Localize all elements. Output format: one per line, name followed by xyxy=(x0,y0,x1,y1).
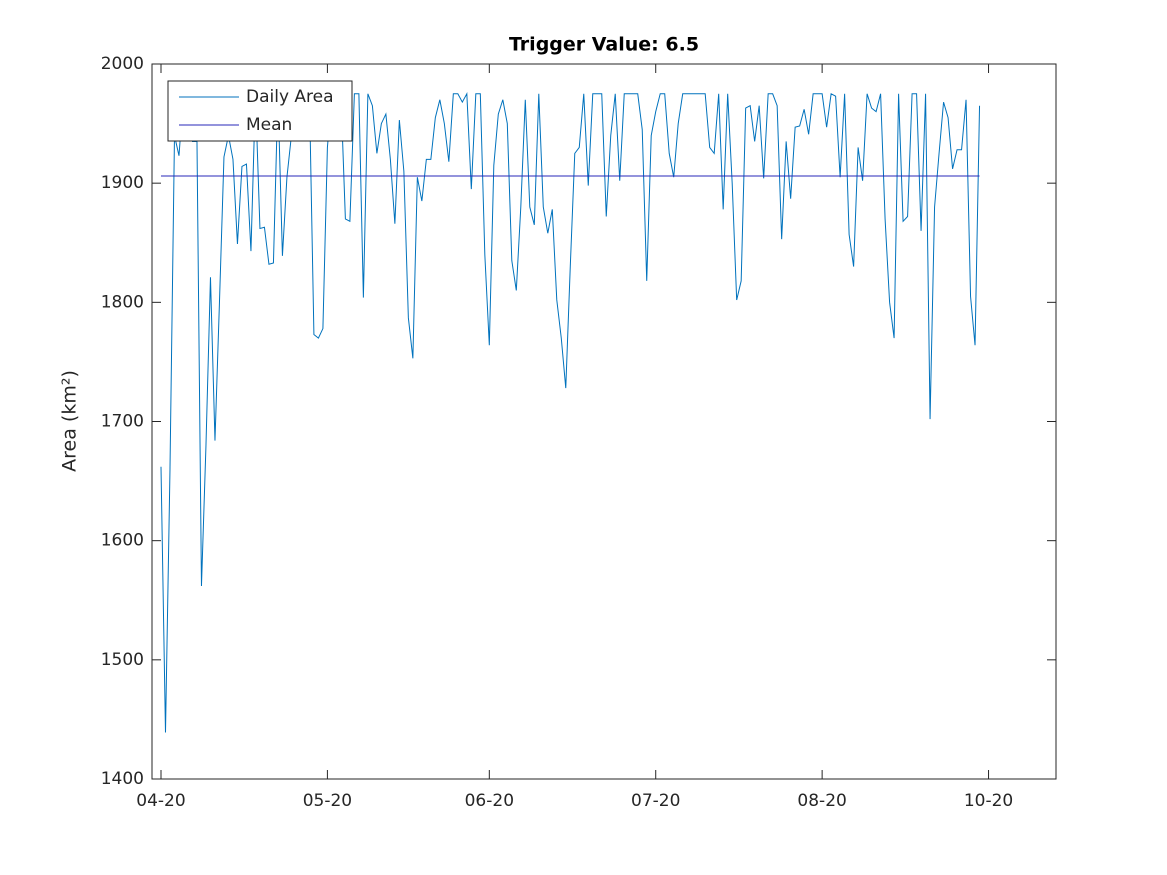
y-tick-label: 1700 xyxy=(101,412,144,432)
legend-label: Daily Area xyxy=(246,87,334,107)
x-tick-label: 08-20 xyxy=(797,791,846,811)
y-tick-label: 1900 xyxy=(101,173,144,193)
chart-title: Trigger Value: 6.5 xyxy=(509,34,699,56)
y-tick-label: 2000 xyxy=(101,54,144,74)
x-tick-label: 05-20 xyxy=(303,791,352,811)
y-tick-label: 1400 xyxy=(101,769,144,789)
x-tick-label: 10-20 xyxy=(964,791,1013,811)
axes-box xyxy=(151,63,1057,780)
x-tick-label: 04-20 xyxy=(136,791,185,811)
legend-box xyxy=(167,80,353,142)
y-axis-label: Area (km²) xyxy=(59,370,81,472)
y-tick-label: 1500 xyxy=(101,650,144,670)
y-tick-label: 1800 xyxy=(101,292,144,312)
x-tick-label: 06-20 xyxy=(465,791,514,811)
x-tick-label: 07-20 xyxy=(631,791,680,811)
legend-label: Mean xyxy=(246,115,292,135)
y-tick-label: 1600 xyxy=(101,531,144,551)
